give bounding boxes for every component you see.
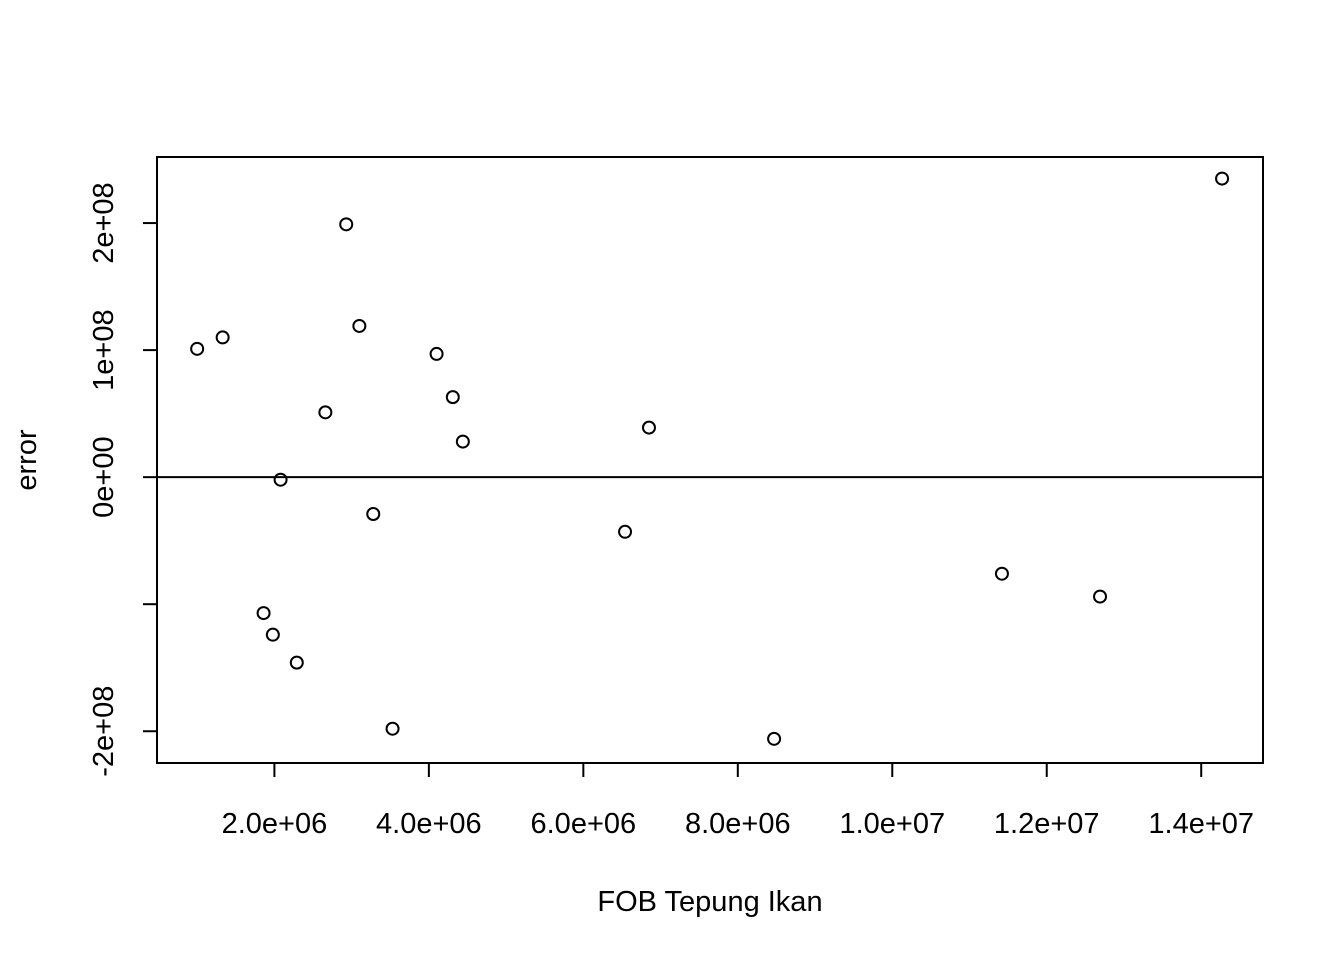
x-axis: 2.0e+06 4.0e+06 6.0e+06 8.0e+06 1.0e+07 1.2e+… bbox=[222, 762, 1254, 840]
y-tick-label: -2e+08 bbox=[88, 686, 120, 777]
y-tick-label: 0e+00 bbox=[88, 436, 120, 517]
data-point bbox=[273, 472, 288, 487]
data-point bbox=[190, 341, 205, 356]
data-point bbox=[385, 721, 400, 736]
x-tick-label: 6.0e+06 bbox=[531, 808, 637, 840]
data-point bbox=[429, 346, 444, 361]
data-point bbox=[256, 606, 271, 621]
data-point bbox=[215, 330, 230, 345]
plot-frame bbox=[156, 156, 1264, 764]
y-tick-label: 2e+08 bbox=[88, 182, 120, 263]
x-tick-label: 8.0e+06 bbox=[685, 808, 791, 840]
data-point bbox=[767, 731, 782, 746]
x-tick-label: 1.0e+07 bbox=[839, 808, 945, 840]
x-axis-title: FOB Tepung Ikan bbox=[597, 886, 822, 918]
data-point bbox=[366, 506, 381, 521]
x-tick-label: 1.4e+07 bbox=[1148, 808, 1254, 840]
y-axis-title: error bbox=[11, 429, 43, 491]
data-point bbox=[445, 390, 460, 405]
x-tick-label: 2.0e+06 bbox=[222, 808, 328, 840]
data-point bbox=[994, 566, 1009, 581]
data-point bbox=[289, 655, 304, 670]
y-tick-label: 1e+08 bbox=[88, 309, 120, 390]
data-point bbox=[318, 405, 333, 420]
data-point bbox=[1093, 589, 1108, 604]
y-axis: -2e+08 0e+00 1e+08 2e+08 bbox=[88, 182, 158, 777]
data-point bbox=[618, 524, 633, 539]
x-tick-label: 1.2e+07 bbox=[994, 808, 1100, 840]
x-tick-label: 4.0e+06 bbox=[376, 808, 482, 840]
data-point bbox=[1215, 171, 1230, 186]
data-point bbox=[265, 627, 280, 642]
data-point bbox=[352, 318, 367, 333]
data-point bbox=[339, 217, 354, 232]
data-point bbox=[455, 434, 470, 449]
data-point bbox=[641, 420, 656, 435]
data-points bbox=[190, 171, 1230, 746]
